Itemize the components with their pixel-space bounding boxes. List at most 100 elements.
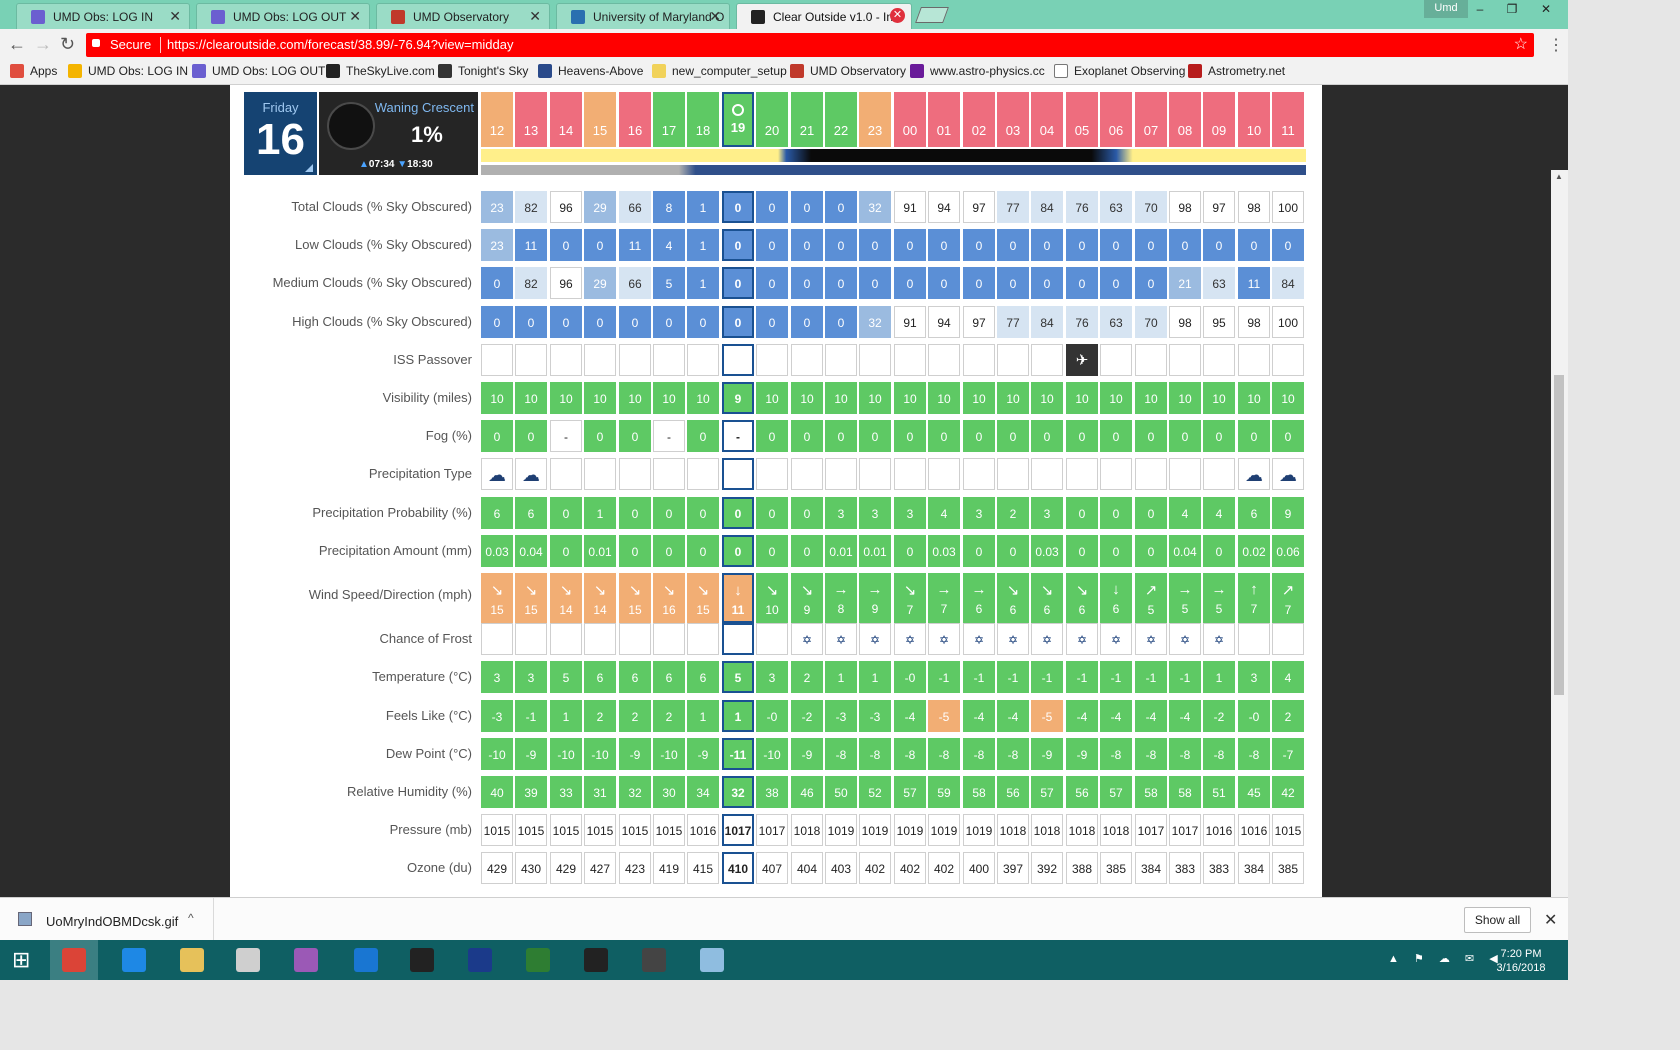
new-tab-button[interactable] [915,7,949,23]
forecast-cell[interactable]: 1015 [481,814,513,847]
forecast-cell[interactable]: 5 [653,267,685,300]
forecast-cell[interactable]: ✡ [859,623,891,656]
forecast-cell[interactable]: 58 [1169,776,1201,808]
scrollbar[interactable]: ▲ ▼ [1551,170,1568,897]
forecast-cell[interactable]: 32 [859,305,891,338]
forecast-cell[interactable]: 0.03 [1031,534,1063,567]
browser-tab[interactable]: UMD Obs: LOG IN ✕ [16,3,190,29]
forecast-cell[interactable]: 10 [997,382,1029,414]
forecast-cell[interactable]: 10 [550,382,582,414]
browser-tab[interactable]: University of Maryland O ✕ [556,3,730,29]
forecast-cell[interactable]: 402 [894,852,926,885]
forecast-cell[interactable]: 70 [1135,305,1167,338]
forecast-cell[interactable]: 0.01 [859,534,891,567]
forecast-cell[interactable]: 0 [687,305,719,338]
forecast-cell[interactable]: 10 [756,382,788,414]
forecast-cell[interactable] [756,343,788,376]
forecast-cell[interactable]: 0 [550,534,582,567]
forecast-cell[interactable] [928,343,960,376]
forecast-cell[interactable]: 0 [1066,496,1098,529]
forecast-cell[interactable]: 0 [584,229,616,262]
forecast-cell[interactable]: 0 [722,534,754,567]
forecast-cell[interactable]: 1015 [1272,814,1304,847]
download-filename[interactable]: UoMryIndOBMDcsk.gif [46,914,179,929]
forecast-cell[interactable]: 0 [687,534,719,567]
forecast-cell[interactable]: ✡ [928,623,960,656]
forecast-cell[interactable]: ↘ 15 [687,573,719,623]
forecast-cell[interactable]: 0.06 [1272,534,1304,567]
forecast-cell[interactable]: 0 [859,420,891,453]
forecast-cell[interactable]: 0 [963,420,995,453]
forecast-cell[interactable]: -4 [1169,699,1201,732]
forecast-cell[interactable]: -9 [515,737,547,770]
close-tab-icon[interactable]: ✕ [349,8,361,24]
forecast-cell[interactable]: 1015 [653,814,685,847]
forecast-cell[interactable] [997,458,1029,491]
forecast-cell[interactable]: -1 [928,661,960,694]
close-tab-icon[interactable]: ✕ [529,8,541,24]
forecast-cell[interactable]: 1017 [1135,814,1167,847]
forecast-cell[interactable] [584,623,616,656]
ie-icon[interactable] [110,940,158,980]
forecast-cell[interactable]: -10 [550,737,582,770]
forecast-cell[interactable]: 0 [1203,534,1235,567]
forecast-cell[interactable]: 76 [1066,191,1098,223]
forecast-cell[interactable]: 10 [1169,382,1201,414]
bookmark-item[interactable]: UMD Obs: LOG IN [68,64,188,78]
forecast-cell[interactable] [1100,343,1132,376]
forecast-cell[interactable]: 0 [928,229,960,262]
forecast-cell[interactable]: 385 [1100,852,1132,885]
forecast-cell[interactable]: ↗ 7 [1272,573,1304,623]
forecast-cell[interactable]: 383 [1169,852,1201,885]
forecast-cell[interactable]: -5 [1031,699,1063,732]
forecast-cell[interactable]: ✡ [825,623,857,656]
forecast-cell[interactable]: 0 [481,420,513,453]
forecast-cell[interactable]: 0 [756,267,788,300]
forecast-cell[interactable]: 63 [1100,305,1132,338]
forecast-cell[interactable]: 6 [515,496,547,529]
stellarium-icon[interactable] [456,940,504,980]
forecast-cell[interactable]: 1019 [825,814,857,847]
forecast-cell[interactable] [722,458,754,491]
forecast-cell[interactable]: 10 [928,382,960,414]
forecast-cell[interactable]: 0 [653,534,685,567]
forecast-cell[interactable]: -1 [1135,661,1167,694]
forecast-cell[interactable]: 23 [481,229,513,262]
forecast-cell[interactable]: 6 [653,661,685,694]
forecast-cell[interactable]: 57 [1100,776,1132,808]
forecast-cell[interactable]: -4 [1066,699,1098,732]
forecast-cell[interactable]: -3 [859,699,891,732]
forecast-cell[interactable]: -8 [997,737,1029,770]
bookmark-item[interactable]: UMD Obs: LOG OUT [192,64,325,78]
forecast-cell[interactable]: 6 [687,661,719,694]
forecast-cell[interactable]: 0 [963,534,995,567]
forecast-cell[interactable] [515,623,547,656]
forecast-cell[interactable] [653,623,685,656]
menu-icon[interactable]: ⋮ [1548,37,1564,54]
forecast-cell[interactable]: ↘ 15 [619,573,651,623]
forecast-cell[interactable]: ☁ [515,458,547,491]
forecast-cell[interactable]: 10 [825,382,857,414]
forecast-cell[interactable]: 384 [1135,852,1167,885]
forecast-cell[interactable]: -8 [1203,737,1235,770]
forecast-cell[interactable]: 97 [963,305,995,338]
forecast-cell[interactable]: 0.03 [481,534,513,567]
forecast-cell[interactable] [1031,458,1063,491]
forecast-cell[interactable]: 10 [1203,382,1235,414]
forecast-cell[interactable]: 66 [619,267,651,300]
forecast-cell[interactable]: 100 [1272,305,1304,338]
bookmark-star-icon[interactable]: ☆ [1513,36,1528,53]
forecast-cell[interactable]: -4 [1100,699,1132,732]
forecast-cell[interactable]: ☁ [481,458,513,491]
forecast-cell[interactable]: 0 [722,305,754,338]
system-tray-icons[interactable]: ▲ ⚑ ☁ ✉ ◀ [1388,953,1504,965]
forecast-cell[interactable]: -9 [687,737,719,770]
forecast-cell[interactable]: 0 [1100,420,1132,453]
forecast-cell[interactable]: 91 [894,191,926,223]
forecast-cell[interactable]: 98 [1169,191,1201,223]
hour-cell[interactable]: 12 [481,92,513,147]
forecast-cell[interactable]: 0 [1238,229,1270,262]
taskbar-clock[interactable]: 7:20 PM 3/16/2018 [1486,947,1556,975]
forecast-cell[interactable]: 3 [963,496,995,529]
forecast-cell[interactable]: ✡ [1135,623,1167,656]
